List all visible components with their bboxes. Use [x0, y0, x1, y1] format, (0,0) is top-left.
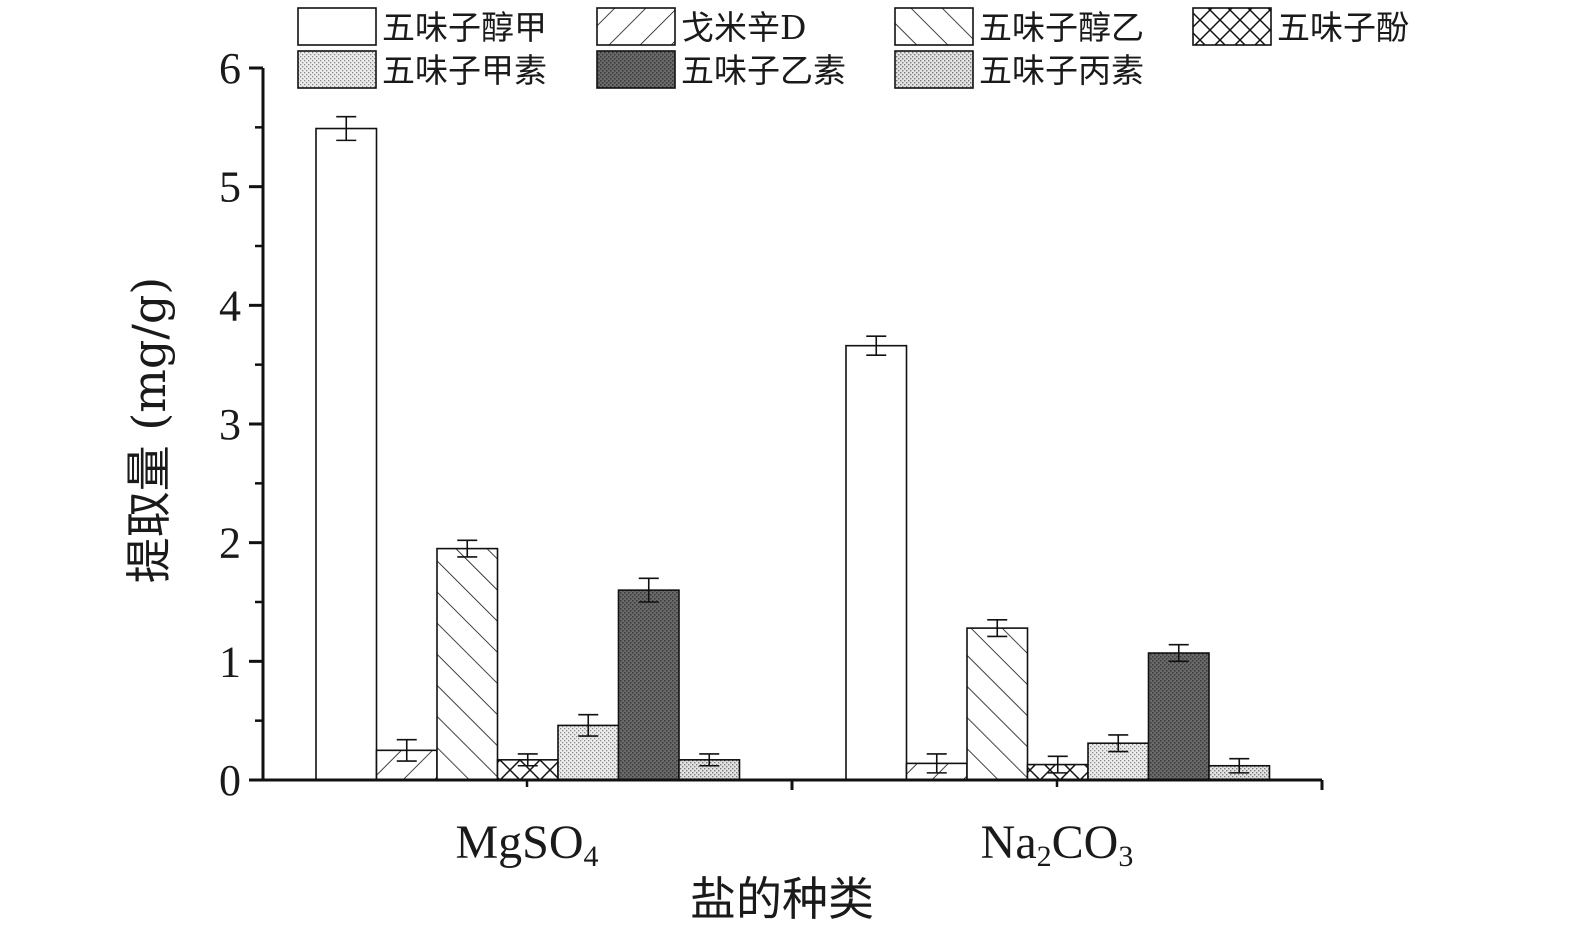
- bar-5-0: [617, 589, 680, 781]
- bar-2-0: [436, 547, 499, 781]
- y-tick-label: 2: [219, 519, 241, 568]
- bar-0-0: [315, 127, 378, 781]
- axes-group: 0 1 2 3 4 5 6: [219, 44, 1324, 805]
- error-bar-3-1: [1047, 755, 1068, 774]
- legend-item-0: 五味子醇甲: [297, 7, 547, 47]
- x-ticks: [525, 780, 1324, 790]
- y-ticks: 0 1 2 3 4 5 6: [219, 44, 263, 805]
- bars-group: [315, 115, 1271, 781]
- error-bar-0-0: [336, 115, 357, 142]
- legend-swatch: [596, 50, 676, 89]
- y-tick-label: 4: [219, 281, 241, 330]
- x-axis-title: 盐的种类: [690, 872, 874, 926]
- error-bar-3-0: [517, 753, 538, 767]
- error-bar-6-0: [699, 753, 720, 767]
- bar-5-1: [1147, 652, 1210, 781]
- legend-item-3: 五味子酚: [1192, 7, 1409, 47]
- y-tick-label: 3: [219, 400, 241, 449]
- error-bar-2-0: [457, 539, 478, 558]
- legend-label: 五味子醇甲: [382, 8, 547, 47]
- legend-item-6: 五味子丙素: [894, 50, 1144, 90]
- legend-item-1: 戈米辛D: [596, 7, 806, 47]
- y-tick-label: 1: [219, 637, 241, 686]
- legend-swatch: [596, 7, 676, 46]
- legend-label: 五味子乙素: [681, 51, 846, 90]
- error-bar-6-1: [1229, 757, 1250, 774]
- error-bar-1-1: [926, 753, 947, 774]
- legend-swatch: [894, 50, 974, 89]
- error-bar-0-1: [866, 335, 887, 356]
- legend-label: 五味子丙素: [979, 51, 1144, 90]
- y-tick-label: 6: [219, 44, 241, 93]
- legend-item-2: 五味子醇乙: [894, 7, 1144, 47]
- legend-label: 五味子酚: [1277, 8, 1409, 47]
- error-bar-5-1: [1168, 643, 1189, 663]
- legend-swatch: [297, 50, 377, 89]
- legend-item-4: 五味子甲素: [297, 50, 547, 90]
- legend-swatch: [297, 7, 377, 46]
- legend-label: 五味子醇乙: [979, 8, 1144, 47]
- legend-swatch: [894, 7, 974, 46]
- legend-label: 戈米辛D: [681, 8, 806, 47]
- category-label-mgso4: MgSO4: [455, 816, 598, 873]
- error-bar-4-1: [1108, 734, 1129, 753]
- legend-swatch: [1192, 7, 1272, 46]
- error-bar-2-1: [987, 618, 1008, 638]
- category-label-na2co3: Na2CO3: [981, 816, 1134, 873]
- legend-label: 五味子甲素: [382, 51, 547, 90]
- bar-2-1: [966, 627, 1029, 781]
- y-tick-label: 0: [219, 756, 241, 805]
- error-bar-4-0: [578, 713, 599, 737]
- bar-0-1: [845, 344, 908, 781]
- y-tick-label: 5: [219, 163, 241, 212]
- error-bar-5-0: [638, 577, 659, 603]
- y-axis-title: 提取量 (mg/g): [122, 277, 176, 584]
- legend-item-5: 五味子乙素: [596, 50, 846, 90]
- error-bar-1-0: [396, 738, 417, 762]
